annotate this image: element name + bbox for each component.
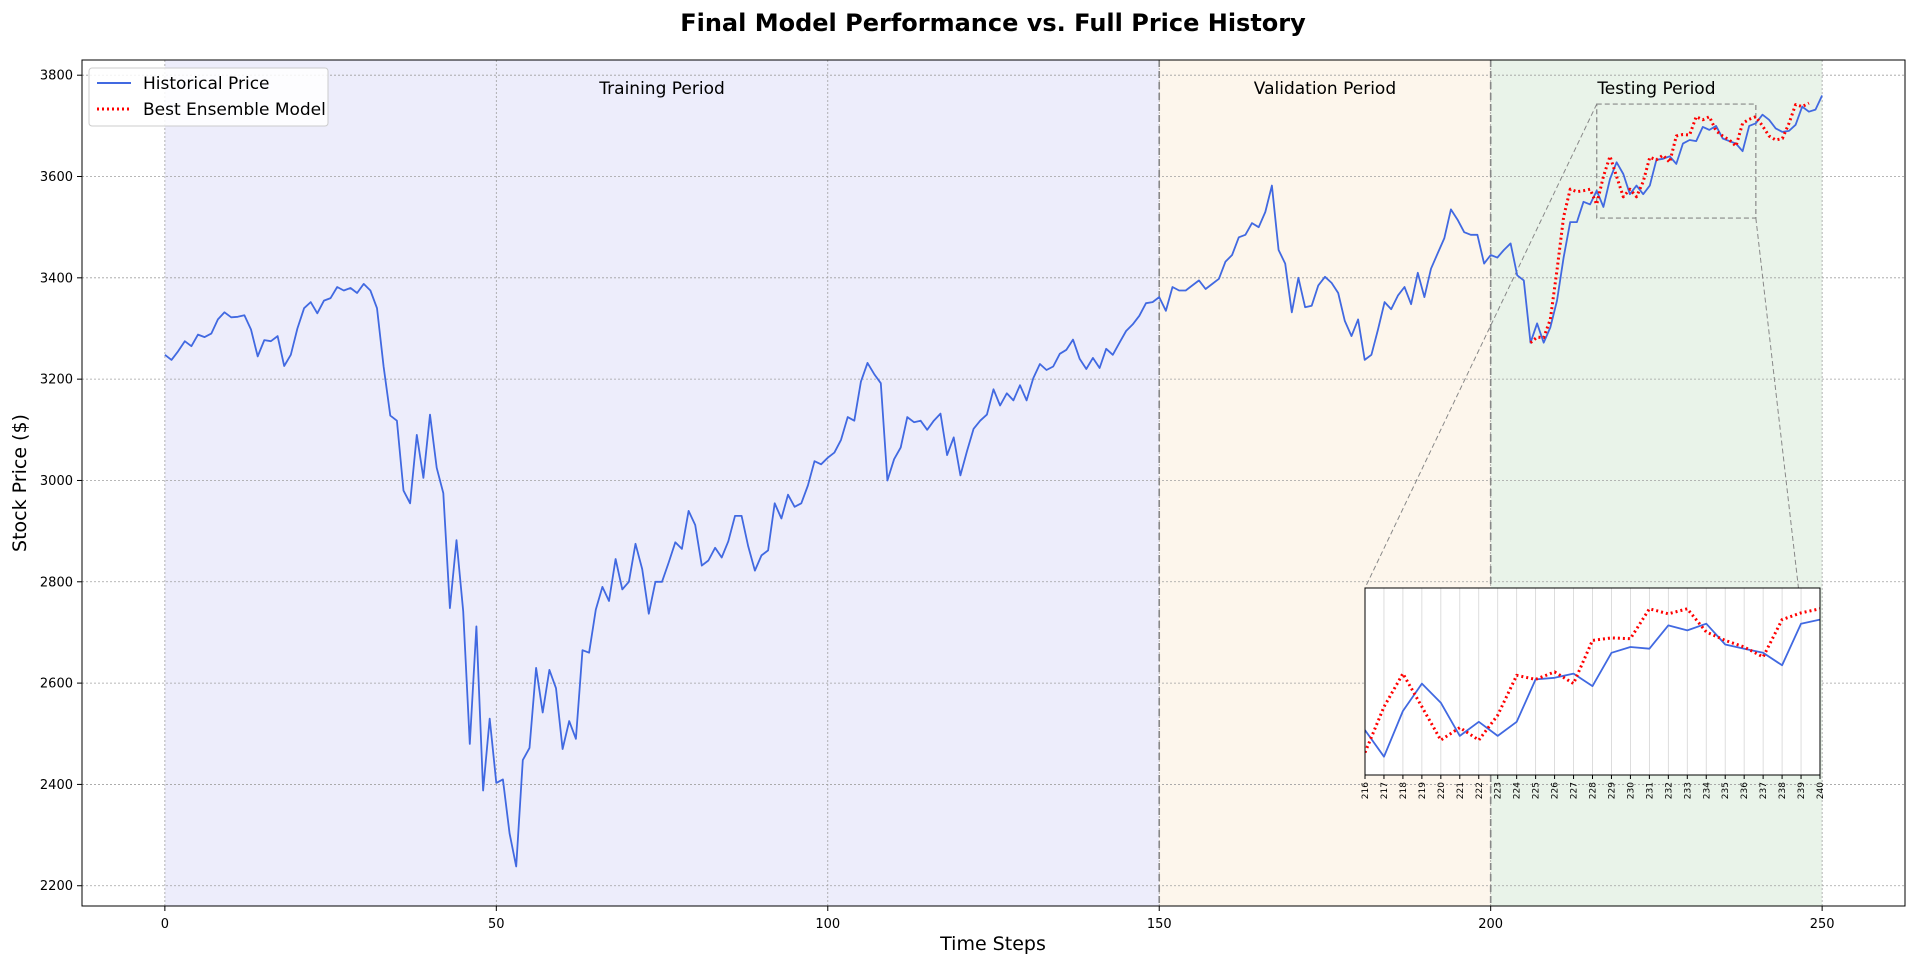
inset-tick-label: 218 bbox=[1399, 782, 1409, 799]
inset-tick-label: 238 bbox=[1778, 782, 1788, 799]
inset-tick-label: 225 bbox=[1532, 782, 1542, 799]
zoom-region-box bbox=[1596, 103, 1757, 219]
inset-tick-label: 221 bbox=[1456, 782, 1466, 799]
inset-tick-label: 222 bbox=[1475, 782, 1485, 799]
legend-label-ensemble: Best Ensemble Model bbox=[143, 100, 326, 120]
period-label-0: Training Period bbox=[598, 79, 725, 99]
series-lines bbox=[164, 95, 1823, 868]
y-tick-label: 3400 bbox=[40, 271, 73, 286]
legend: Historical Price Best Ensemble Model bbox=[88, 67, 329, 127]
y-tick-label: 2600 bbox=[40, 677, 73, 692]
x-axis-label: Time Steps bbox=[939, 933, 1046, 955]
plot-frame bbox=[81, 59, 1906, 907]
y-tick-label: 2800 bbox=[40, 575, 73, 590]
x-tick-label: 200 bbox=[1478, 917, 1503, 932]
period-band-1 bbox=[1159, 60, 1491, 906]
period-labels: Training Period Validation Period Testing … bbox=[598, 79, 1715, 99]
inset-tick-label: 227 bbox=[1570, 782, 1580, 799]
inset-tick-label: 234 bbox=[1702, 782, 1712, 799]
y-axis-ticks: 2200 2400 2600 2800 3000 3200 3400 3600 3800 bbox=[40, 69, 82, 894]
inset-tick-label: 223 bbox=[1494, 782, 1504, 799]
inset-tick-label: 220 bbox=[1437, 782, 1447, 799]
inset-tick-label: 240 bbox=[1816, 782, 1826, 799]
inset-tick-label: 219 bbox=[1418, 782, 1428, 799]
inset-tick-label: 236 bbox=[1740, 782, 1750, 799]
y-tick-label: 3200 bbox=[40, 373, 73, 388]
series-historical-price-line bbox=[164, 95, 1823, 868]
inset-tick-label: 239 bbox=[1797, 782, 1807, 799]
inset-tick-label: 235 bbox=[1721, 782, 1731, 799]
inset-tick-label: 230 bbox=[1626, 782, 1636, 799]
y-tick-label: 3600 bbox=[40, 170, 73, 185]
inset-tick-label: 216 bbox=[1361, 782, 1371, 799]
inset-tick-label: 231 bbox=[1645, 782, 1655, 799]
legend-box bbox=[88, 67, 329, 127]
inset-tick-label: 228 bbox=[1589, 782, 1599, 799]
inset-tick-label: 233 bbox=[1683, 782, 1693, 799]
inset-tick-label: 229 bbox=[1607, 782, 1617, 799]
zoom-connector bbox=[1364, 103, 1598, 589]
y-axis-label: Stock Price ($) bbox=[9, 414, 31, 552]
x-tick-label: 150 bbox=[1147, 917, 1172, 932]
x-axis-ticks: 0 50 100 150 200 250 bbox=[161, 906, 1835, 932]
x-tick-label: 0 bbox=[161, 917, 169, 932]
inset-series bbox=[1365, 607, 1820, 758]
period-band-2 bbox=[1490, 60, 1823, 906]
y-tick-label: 2200 bbox=[40, 879, 73, 894]
x-tick-label: 100 bbox=[815, 917, 840, 932]
x-tick-label: 50 bbox=[488, 917, 505, 932]
inset-series-historical-price-line bbox=[1365, 618, 1820, 758]
inset-tick-label: 217 bbox=[1380, 782, 1390, 799]
inset-tick-label: 224 bbox=[1513, 782, 1523, 799]
legend-label-historical: Historical Price bbox=[143, 74, 270, 94]
period-label-1: Validation Period bbox=[1254, 79, 1396, 99]
x-tick-label: 250 bbox=[1810, 917, 1835, 932]
inset-tick-label: 226 bbox=[1551, 782, 1561, 799]
inset-tick-label: 237 bbox=[1759, 782, 1769, 799]
chart-title: Final Model Performance vs. Full Price H… bbox=[680, 9, 1306, 37]
y-tick-label: 3800 bbox=[40, 69, 73, 84]
inset-tick-label: 232 bbox=[1664, 782, 1674, 799]
period-band-0 bbox=[164, 60, 1160, 906]
y-tick-label: 3000 bbox=[40, 474, 73, 489]
y-tick-label: 2400 bbox=[40, 778, 73, 793]
period-bands bbox=[164, 60, 1823, 906]
period-label-2: Testing Period bbox=[1596, 79, 1715, 99]
inset-zoom-chart: 216 217 218 219 220 221 222 223 224 225 226 227 228 2… bbox=[1361, 587, 1826, 799]
